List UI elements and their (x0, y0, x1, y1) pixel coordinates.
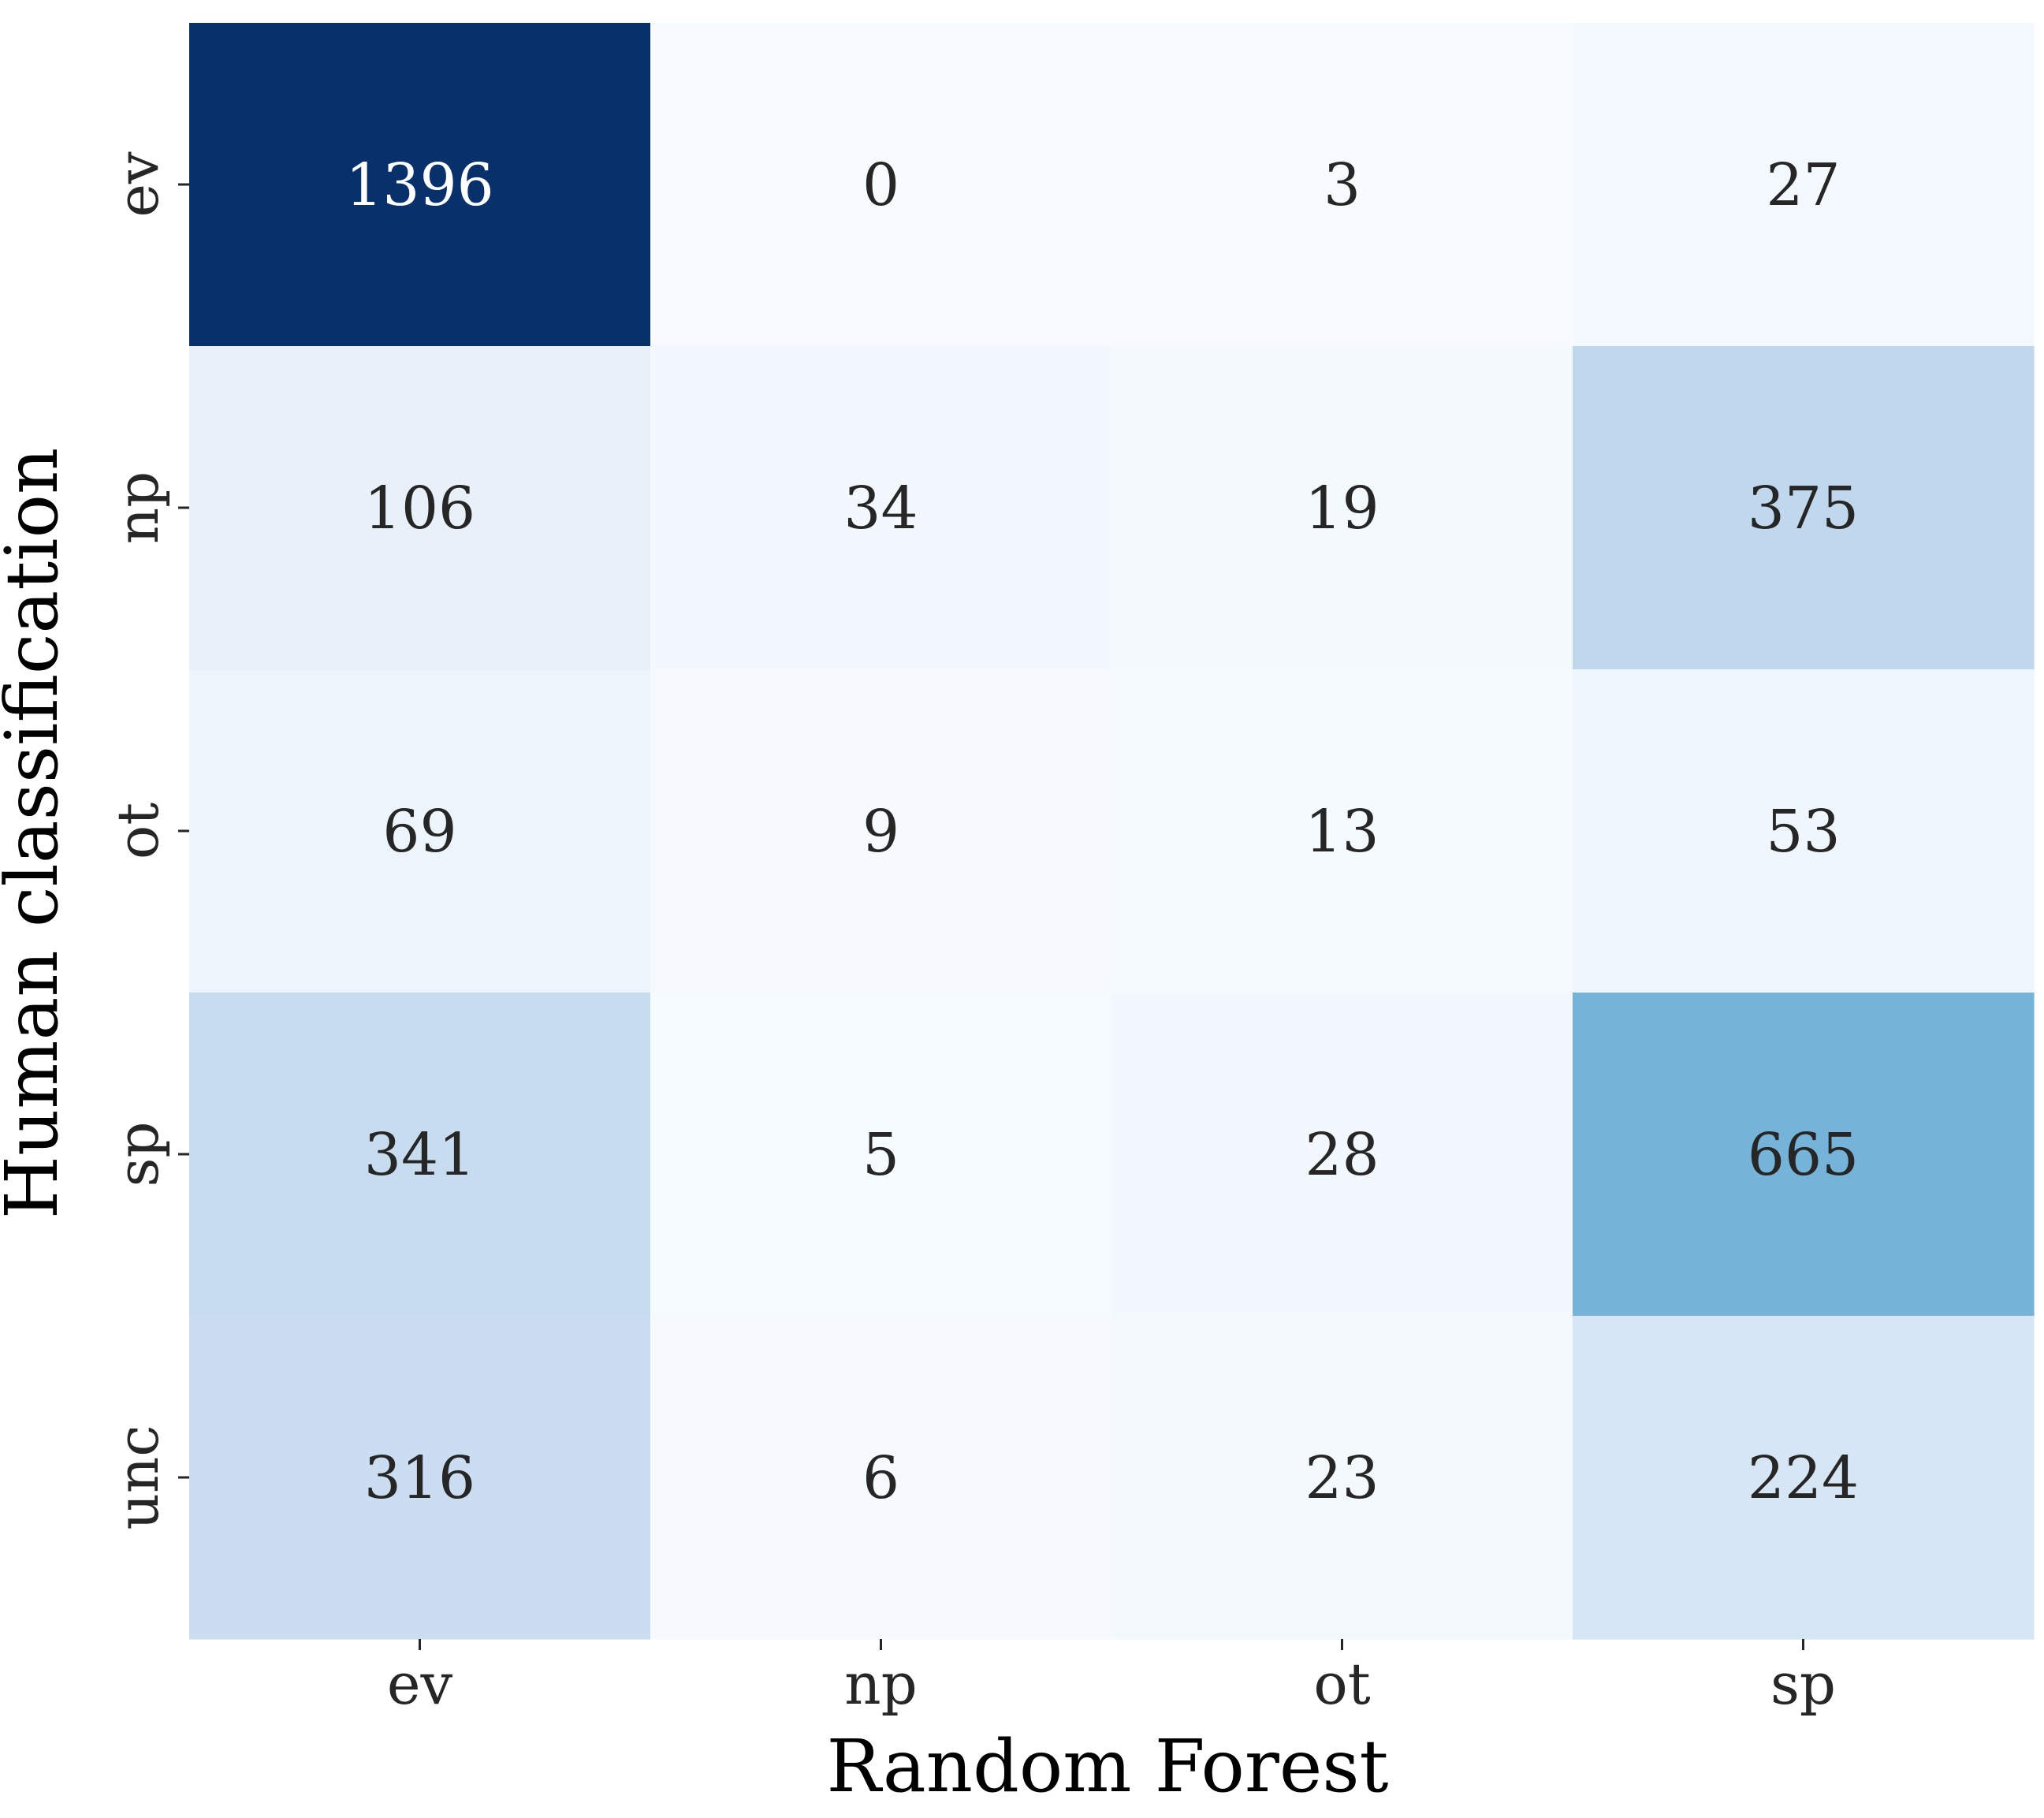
cell-label-ot-np: 9 (862, 798, 899, 866)
x-axis: ev np ot sp (387, 1639, 1836, 1717)
heatmap-cell-ot-ot (1111, 669, 1573, 993)
x-tick-label-ot: ot (1313, 1651, 1370, 1717)
heatmap-cell-ev-sp (1573, 23, 2035, 347)
cell-label-unc-sp: 224 (1748, 1444, 1859, 1512)
cell-label-np-np: 34 (843, 475, 918, 542)
heatmap-cell-sp-ev (189, 993, 651, 1317)
x-tick-label-ev: ev (387, 1651, 453, 1717)
x-tick-label-sp: sp (1770, 1651, 1836, 1717)
cell-label-ev-np: 0 (862, 151, 899, 219)
heatmap-cell-sp-sp (1573, 993, 2035, 1317)
y-axis-label: Human classification (0, 448, 74, 1220)
cell-label-np-ot: 19 (1305, 475, 1379, 542)
cell-label-ev-sp: 27 (1766, 151, 1840, 219)
heatmap-cell-ev-ev (189, 23, 651, 347)
heatmap-cell-unc-ev (189, 1316, 651, 1640)
cell-label-ev-ot: 3 (1324, 151, 1361, 219)
cell-label-ev-ev: 1396 (345, 151, 493, 219)
heatmap-cell-ev-np (650, 23, 1112, 347)
cell-value-labels: 1396 0 3 27 106 34 19 375 69 9 13 53 341 5 28 665 316 6 23… (345, 151, 1859, 1512)
y-tick-label-ot: ot (105, 803, 171, 859)
y-tick-label-sp: sp (105, 1121, 171, 1187)
heatmap-cell-np-ot (1111, 346, 1573, 670)
cell-label-ot-sp: 53 (1766, 798, 1840, 866)
heatmap-cell-ot-sp (1573, 669, 2035, 993)
heatmap-cell-np-ev (189, 346, 651, 670)
heatmap-cell-unc-ot (1111, 1316, 1573, 1640)
heatmap-cell-sp-ot (1111, 993, 1573, 1317)
cell-label-sp-ev: 341 (364, 1121, 475, 1189)
cell-label-unc-ev: 316 (364, 1444, 475, 1512)
cell-label-ot-ev: 69 (382, 798, 456, 866)
cell-label-sp-ot: 28 (1305, 1121, 1379, 1189)
cell-label-unc-np: 6 (862, 1444, 899, 1512)
heatmap-cell-unc-np (650, 1316, 1112, 1640)
heatmap-cell-ot-np (650, 669, 1112, 993)
cell-label-np-ev: 106 (364, 475, 475, 542)
y-tick-label-np: np (105, 471, 171, 544)
heatmap-cells (189, 23, 2035, 1640)
cell-label-ot-ot: 13 (1305, 798, 1379, 866)
cell-label-np-sp: 375 (1748, 475, 1859, 542)
heatmap-cell-sp-np (650, 993, 1112, 1317)
heatmap-cell-ev-ot (1111, 23, 1573, 347)
heatmap-cell-unc-sp (1573, 1316, 2035, 1640)
y-axis: ev np ot sp unc (105, 151, 189, 1530)
cell-label-unc-ot: 23 (1305, 1444, 1379, 1512)
y-tick-label-unc: unc (105, 1425, 171, 1529)
y-tick-label-ev: ev (105, 151, 171, 218)
x-tick-label-np: np (844, 1651, 917, 1717)
cell-label-sp-sp: 665 (1748, 1121, 1859, 1189)
heatmap-cell-np-sp (1573, 346, 2035, 670)
x-axis-label: Random Forest (826, 1724, 1388, 1809)
cell-label-sp-np: 5 (862, 1121, 899, 1189)
heatmap-cell-ot-ev (189, 669, 651, 993)
heatmap-cell-np-np (650, 346, 1112, 670)
